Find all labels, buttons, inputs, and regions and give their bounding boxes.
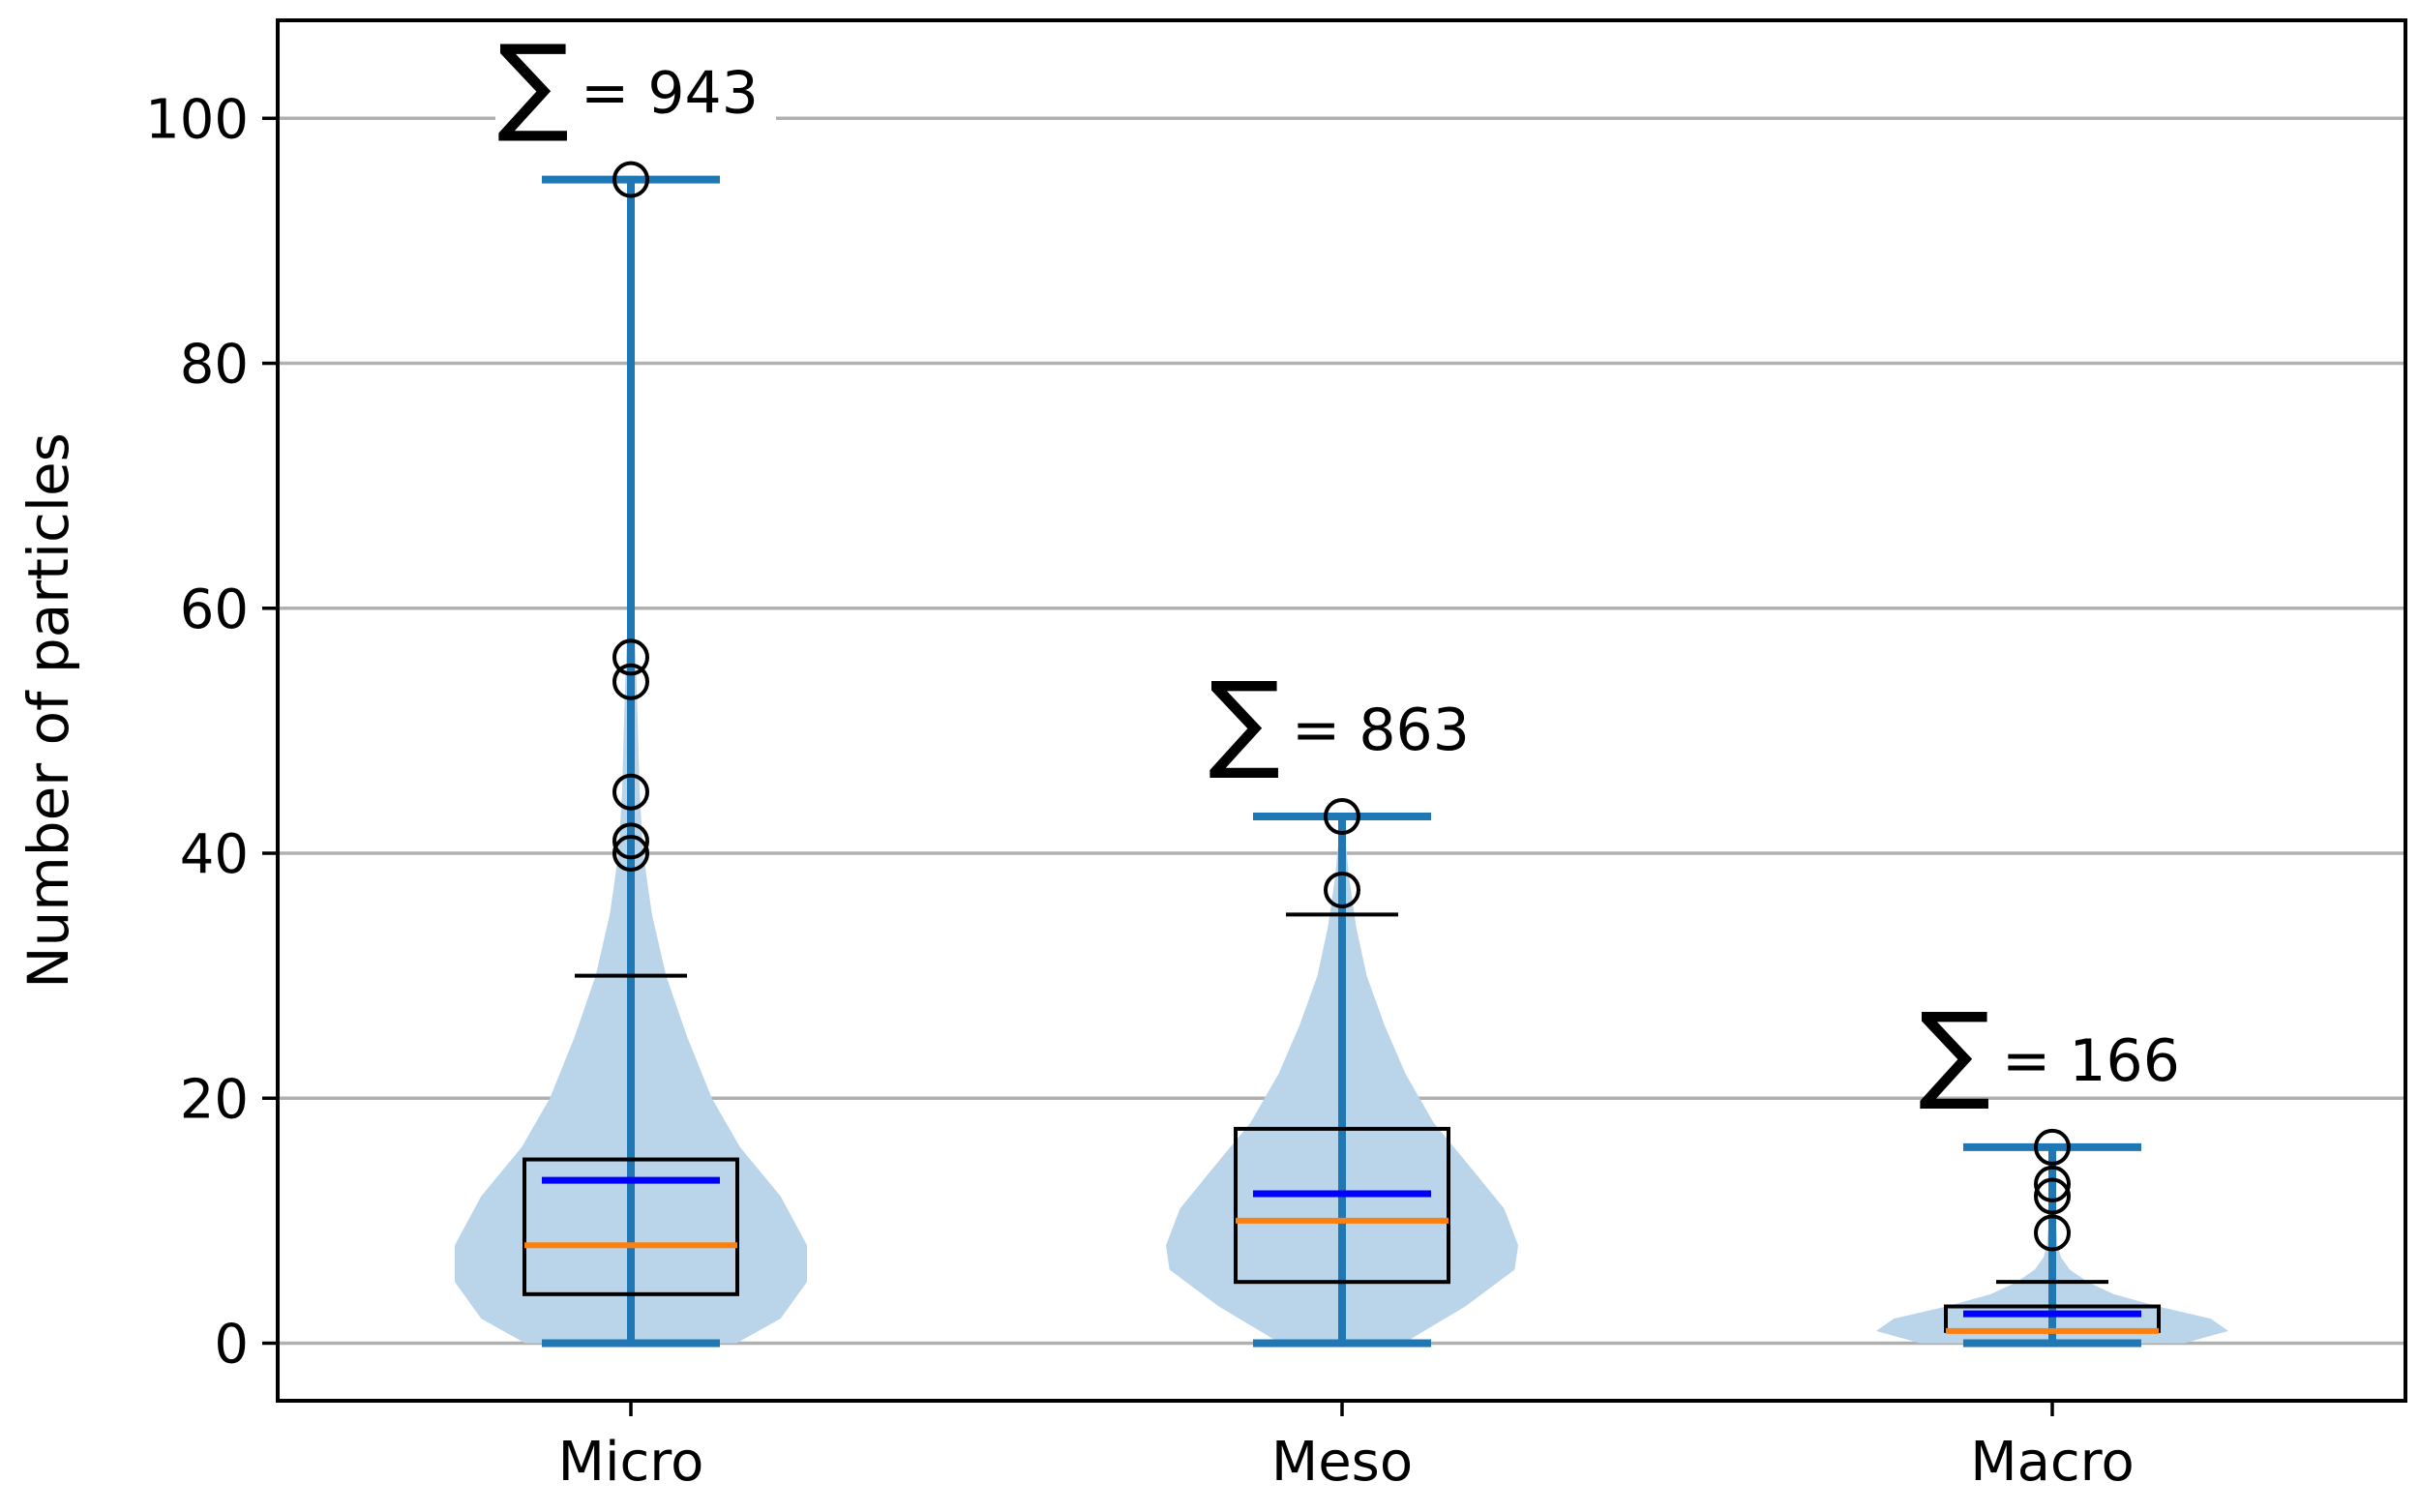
sum-bg-micro — [495, 34, 776, 127]
sum-value-meso: = 863 — [1292, 697, 1470, 764]
y-axis: 0 20 40 60 80 100 — [145, 88, 278, 1376]
violins — [455, 175, 2228, 1348]
boxplots — [523, 161, 2161, 1334]
outlier-meso-1 — [1324, 871, 1360, 908]
y-axis-title: Number of particles — [15, 432, 81, 989]
box-meso — [1234, 1126, 1450, 1285]
y-tick-label-80: 80 — [180, 334, 249, 397]
outlier-macro-2 — [2034, 1177, 2071, 1215]
sigma-symbol-meso: ∑ — [1209, 659, 1280, 783]
sum-value-micro: = 943 — [581, 60, 759, 128]
box-micro — [523, 1157, 739, 1296]
sum-annotation-meso: ∑ = 863 — [1207, 659, 1487, 783]
x-tick-label-micro: Micro — [558, 1431, 704, 1494]
sum-annotation-macro: ∑ = 166 — [1917, 990, 2197, 1113]
sum-bg-macro — [1917, 1001, 2197, 1094]
y-tick-label-60: 60 — [180, 578, 249, 641]
y-tick-label-20: 20 — [180, 1068, 249, 1131]
sigma-symbol-macro: ∑ — [1919, 990, 1990, 1113]
y-tick-label-100: 100 — [145, 88, 249, 151]
outlier-macro-3 — [2034, 1214, 2071, 1252]
outlier-meso-0 — [1324, 798, 1360, 836]
y-tick-label-0: 0 — [214, 1313, 249, 1376]
outlier-micro-2 — [612, 663, 649, 700]
sum-annotation-micro: ∑ = 943 — [495, 22, 776, 146]
x-tick-label-meso: Meso — [1271, 1431, 1413, 1494]
outlier-micro-4 — [612, 822, 649, 860]
outlier-micro-1 — [612, 638, 649, 676]
x-axis: Micro Meso Macro — [558, 1401, 2135, 1494]
sigma-symbol-micro: ∑ — [497, 22, 569, 146]
plot-frame — [276, 18, 2407, 1403]
outlier-macro-1 — [2034, 1165, 2071, 1202]
y-tick-label-40: 40 — [180, 823, 249, 886]
outlier-micro-5 — [612, 835, 649, 873]
x-tick-label-macro: Macro — [1970, 1431, 2134, 1494]
outlier-micro-3 — [612, 773, 649, 811]
sum-annotations: ∑ = 943∑ = 863∑ = 166 — [495, 22, 2197, 1113]
sum-bg-meso — [1207, 671, 1487, 764]
outlier-macro-0 — [2034, 1128, 2071, 1166]
outlier-micro-0 — [612, 161, 649, 198]
sum-value-macro: = 166 — [2002, 1027, 2180, 1095]
